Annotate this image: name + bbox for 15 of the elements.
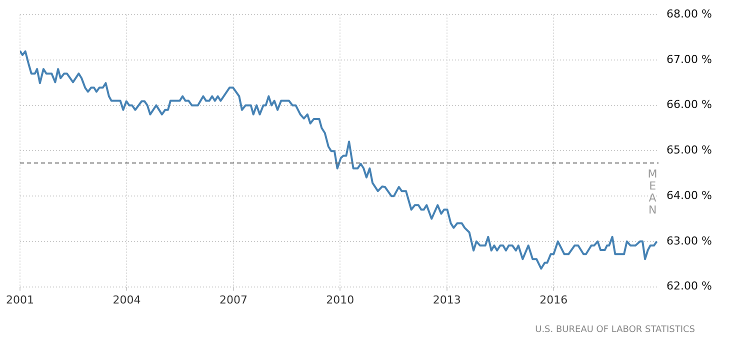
x-tick-label: 2016: [540, 293, 568, 306]
y-tick-label: 64.00 %: [666, 188, 712, 202]
y-tick-label: 67.00 %: [666, 52, 712, 66]
x-tick-label: 2007: [219, 293, 248, 306]
x-tick-label: 2001: [6, 293, 34, 306]
ref-line-label: MEAN: [648, 167, 658, 216]
y-tick-label: 65.00 %: [666, 144, 712, 157]
x-tick-label: 2010: [326, 293, 354, 306]
y-tick-label: 62.00 %: [666, 280, 712, 293]
y-tick-label: 63.00 %: [666, 234, 712, 248]
text: U.S. BUREAU OF LABOR STATISTICS: [535, 324, 696, 335]
x-tick-label: 2013: [432, 293, 461, 306]
y-tick-label: 68.00 %: [666, 7, 712, 20]
y-tick-label: 66.00 %: [666, 98, 712, 112]
x-tick-label: 2004: [112, 293, 141, 306]
